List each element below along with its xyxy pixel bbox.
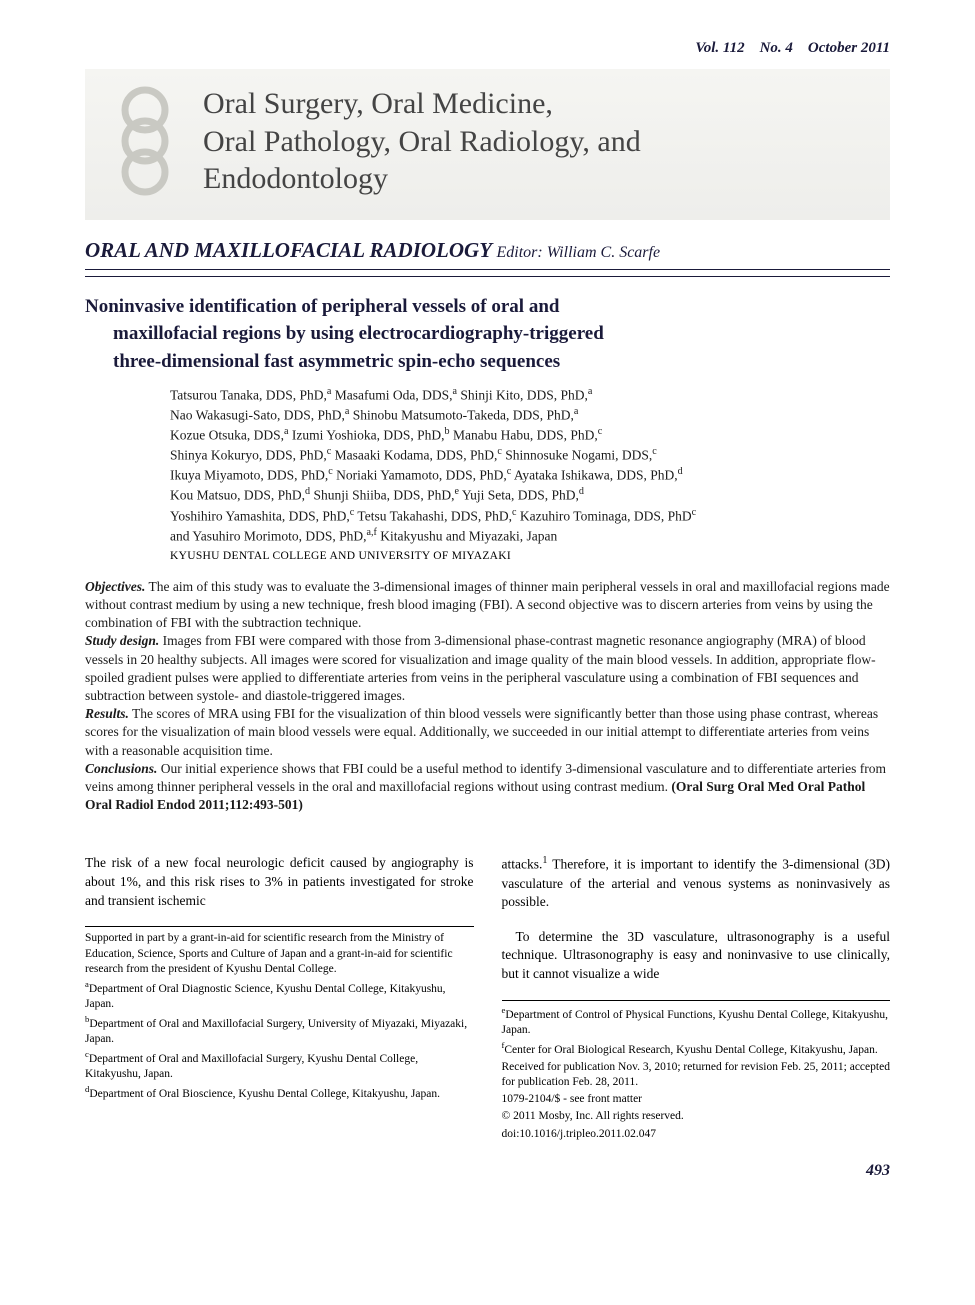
body-columns: The risk of a new focal neurologic defic…	[85, 854, 890, 1143]
footnotes-left: Supported in part by a grant-in-aid for …	[85, 926, 474, 1102]
section-divider	[85, 276, 890, 277]
journal-title: Oral Surgery, Oral Medicine, Oral Pathol…	[203, 85, 641, 198]
article-title: Noninvasive identification of peripheral…	[85, 293, 890, 376]
journal-masthead: Oral Surgery, Oral Medicine, Oral Pathol…	[85, 69, 890, 220]
footnote-line: 1079-2104/$ - see front matter	[502, 1092, 891, 1107]
footnote-line: doi:10.1016/j.tripleo.2011.02.047	[502, 1127, 891, 1142]
abstract-objectives-text: The aim of this study was to evaluate th…	[85, 579, 890, 630]
article-title-line3: three-dimensional fast asymmetric spin-e…	[85, 348, 890, 376]
journal-title-line1: Oral Surgery, Oral Medicine,	[203, 87, 553, 120]
journal-title-line2: Oral Pathology, Oral Radiology, and	[203, 125, 641, 158]
footnote-line: aDepartment of Oral Diagnostic Science, …	[85, 979, 474, 1012]
running-head: Vol. 112 No. 4 October 2011	[85, 40, 890, 57]
footnote-line: Supported in part by a grant-in-aid for …	[85, 931, 474, 977]
body-para-right-2: To determine the 3D vasculature, ultraso…	[502, 928, 891, 984]
abstract-results-text: The scores of MRA using FBI for the visu…	[85, 706, 878, 757]
body-column-right: attacks.1 Therefore, it is important to …	[502, 854, 891, 1143]
abstract-conclusions-label: Conclusions.	[85, 761, 157, 776]
footnote-line: dDepartment of Oral Bioscience, Kyushu D…	[85, 1084, 474, 1102]
body-para-left-1: The risk of a new focal neurologic defic…	[85, 854, 474, 910]
abstract-objectives-label: Objectives.	[85, 579, 145, 594]
footnote-line: Received for publication Nov. 3, 2010; r…	[502, 1060, 891, 1090]
institution-line: KYUSHU DENTAL COLLEGE AND UNIVERSITY OF …	[170, 550, 890, 562]
journal-page: Vol. 112 No. 4 October 2011 Oral Surgery…	[0, 0, 975, 1210]
author-list: Tatsurou Tanaka, DDS, PhD,a Masafumi Oda…	[170, 385, 890, 546]
section-header: ORAL AND MAXILLOFACIAL RADIOLOGY Editor:…	[85, 238, 890, 270]
abstract-block: Objectives. The aim of this study was to…	[85, 578, 890, 815]
section-name: ORAL AND MAXILLOFACIAL RADIOLOGY	[85, 238, 491, 262]
body-para-right-1: attacks.1 Therefore, it is important to …	[502, 854, 891, 911]
article-title-line2: maxillofacial regions by using electroca…	[85, 320, 890, 348]
journal-logo-rings-icon	[105, 86, 185, 196]
abstract-study-label: Study design.	[85, 633, 159, 648]
footnote-line: fCenter for Oral Biological Research, Ky…	[502, 1040, 891, 1058]
section-editor: Editor: William C. Scarfe	[497, 244, 661, 261]
footnote-line: cDepartment of Oral and Maxillofacial Su…	[85, 1049, 474, 1082]
journal-title-line3: Endodontology	[203, 162, 388, 195]
footnote-line: © 2011 Mosby, Inc. All rights reserved.	[502, 1109, 891, 1124]
footnotes-right: eDepartment of Control of Physical Funct…	[502, 1000, 891, 1142]
page-number: 493	[85, 1162, 890, 1180]
footnote-line: bDepartment of Oral and Maxillofacial Su…	[85, 1014, 474, 1047]
abstract-study-text: Images from FBI were compared with those…	[85, 633, 876, 703]
abstract-results-label: Results.	[85, 706, 129, 721]
article-title-line1: Noninvasive identification of peripheral…	[85, 296, 559, 317]
footnote-line: eDepartment of Control of Physical Funct…	[502, 1005, 891, 1038]
body-column-left: The risk of a new focal neurologic defic…	[85, 854, 474, 1143]
